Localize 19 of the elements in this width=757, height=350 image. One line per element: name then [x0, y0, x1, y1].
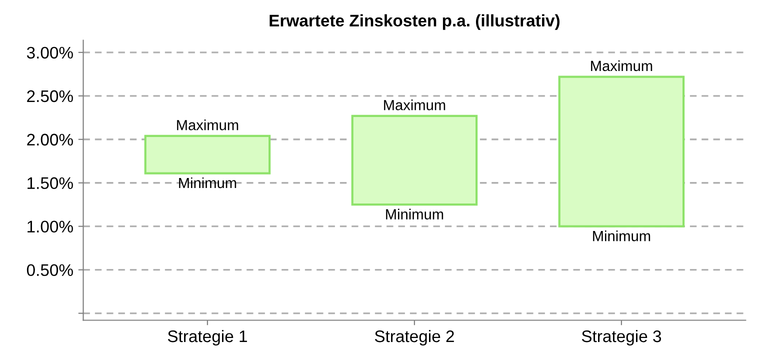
annotation: Maximum [177, 120, 238, 130]
annotation: Minimum [386, 208, 444, 220]
x-tick-label: Strategie 3 [582, 330, 662, 346]
x-tick-label: Strategie 1 [168, 330, 247, 346]
y-tick-label: 2.50% [27, 90, 73, 102]
chart-title: Erwartete Zinskosten p.a. (illustrativ) [270, 14, 560, 30]
annotation: Maximum [591, 60, 652, 72]
bar [351, 114, 478, 206]
annotation: Maximum [384, 100, 446, 110]
bar [558, 76, 685, 228]
y-tick-label: 3.00% [26, 46, 73, 59]
y-tick-label: 0.50% [26, 264, 73, 276]
x-tick-label: Strategie 2 [374, 330, 454, 346]
bar [144, 134, 271, 174]
y-tick-label: 1.00% [28, 220, 73, 233]
annotation: Minimum [593, 230, 650, 242]
y-tick-label: 2.00% [27, 134, 73, 146]
annotation: Minimum [179, 177, 236, 188]
y-tick-label: 1.50% [28, 177, 73, 190]
